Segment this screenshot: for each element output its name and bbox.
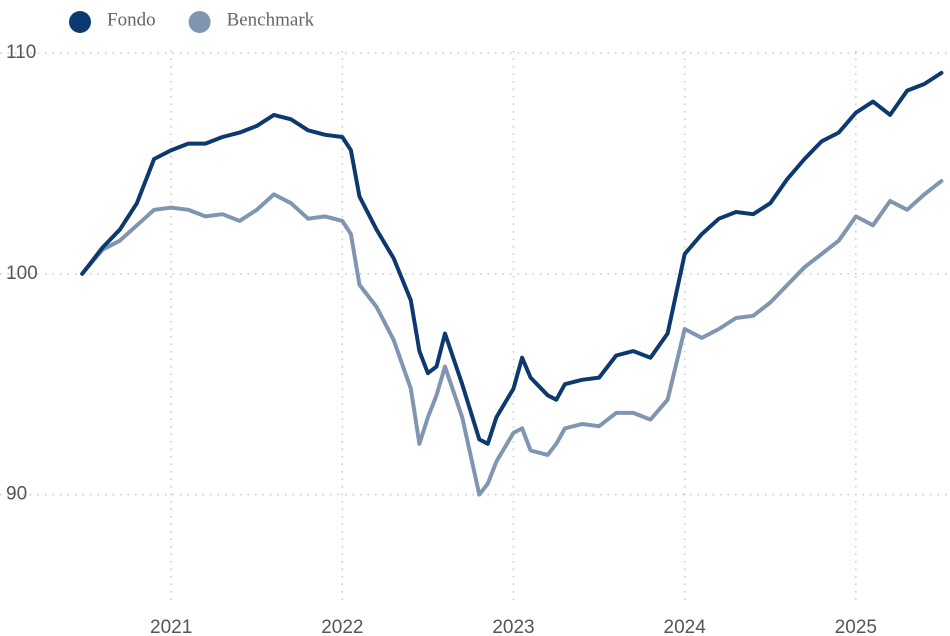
- legend-marker: [188, 11, 211, 33]
- y-tick-label: 90: [6, 484, 27, 505]
- x-tick-label: 2022: [321, 617, 363, 636]
- y-tick-label: 110: [6, 42, 36, 63]
- x-tick-label: 2025: [835, 617, 877, 636]
- line-series: [80, 179, 944, 497]
- legend-marker: [69, 11, 91, 33]
- legend-label: Benchmark: [227, 9, 315, 30]
- y-tick-label: 100: [6, 263, 38, 284]
- line-series: [80, 70, 944, 446]
- x-tick-label: 2024: [664, 617, 707, 636]
- x-tick-label: 2023: [492, 617, 534, 636]
- legend-label: Fondo: [107, 9, 156, 30]
- x-tick-label: 2021: [150, 617, 192, 636]
